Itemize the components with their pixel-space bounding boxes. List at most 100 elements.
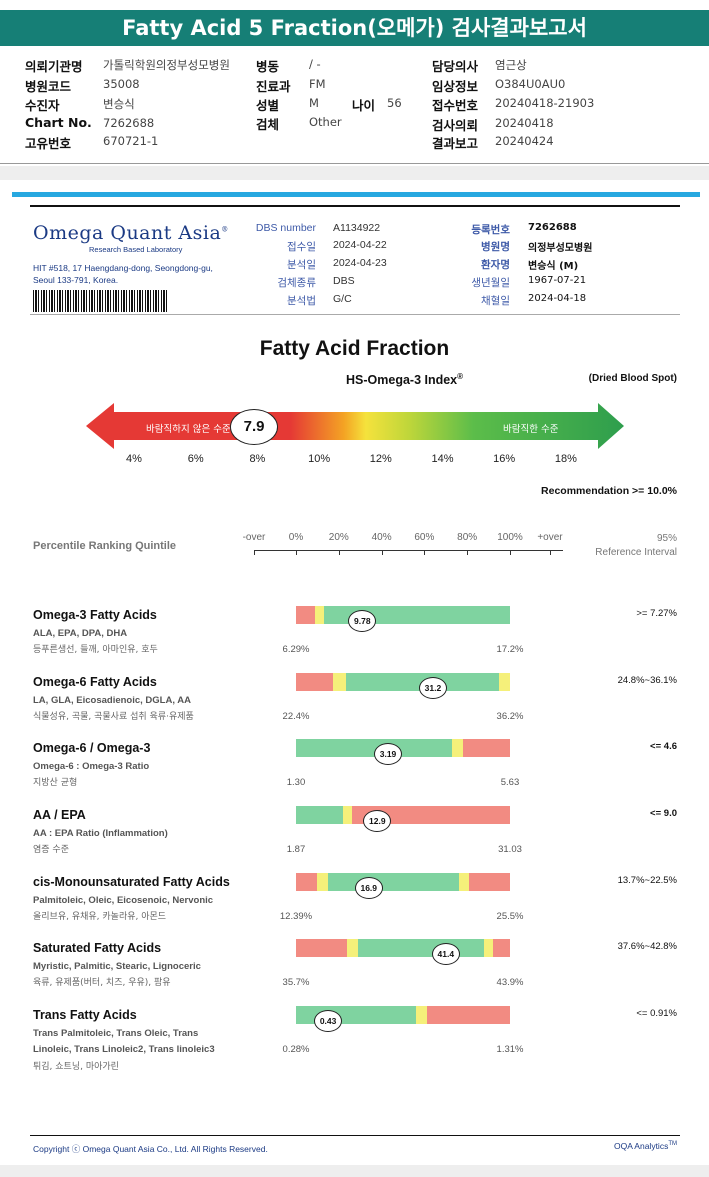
fraction-min: 6.29%: [282, 644, 310, 655]
fraction-bar: [296, 806, 510, 824]
percentile-tick-label: +over: [537, 532, 563, 543]
bar-segment-yellow: [452, 739, 463, 757]
fraction-components: Palmitoleic, Oleic, Eicosenoic, Nervonic: [33, 895, 214, 906]
brand-mark: OQA AnalyticsTM: [614, 1141, 677, 1151]
fraction-name: Trans Fatty Acids: [33, 1008, 137, 1022]
percentile-axis-tick: [510, 550, 511, 555]
index-gradient-arrow: [86, 403, 624, 449]
detail-label: 채혈일: [481, 295, 510, 307]
fraction-food-sources: 염증 수준: [33, 845, 69, 855]
fraction-food-sources: 튀김, 쇼트닝, 마아가린: [33, 1062, 119, 1072]
fraction-value-marker: 16.9: [354, 877, 383, 899]
scale-tick-label: 12%: [369, 453, 392, 465]
percentile-heading: Percentile Ranking Quintile: [33, 540, 177, 552]
fraction-min: 1.30: [286, 777, 306, 788]
bar-segment-yellow: [333, 673, 347, 691]
index-title-mark: ®: [457, 372, 464, 381]
percentile-axis-tick: [338, 550, 340, 555]
code-value: 35008: [103, 77, 140, 91]
fraction-name: Omega-6 Fatty Acids: [33, 675, 157, 689]
top-gray-band: [0, 166, 709, 180]
detail-label: 검체종류: [277, 277, 316, 289]
scale-tick-label: 10%: [308, 453, 331, 465]
brand-text: OQA Analytics: [613, 1141, 669, 1151]
lab-address-line1: HIT #518, 17 Haengdang-dong, Seongdong-g…: [33, 263, 213, 273]
request-label: 검사의뢰: [432, 118, 479, 133]
detail-label: DBS number: [255, 222, 316, 234]
bar-segment-red: [351, 806, 510, 824]
fraction-reference: <= 9.0: [650, 808, 677, 819]
bar-segment-yellow: [347, 939, 359, 957]
fraction-value-marker: 0.43: [314, 1010, 343, 1032]
fraction-name: Omega-6 / Omega-3: [33, 741, 151, 755]
fraction-food-sources: 지방산 균형: [33, 778, 78, 788]
bar-segment-red: [296, 606, 316, 624]
fraction-reference: <= 0.91%: [636, 1008, 677, 1019]
fraction-row: cis-Monounsaturated Fatty Acids Palmitole…: [0, 873, 709, 943]
detail-value: A1134922: [333, 222, 381, 234]
fraction-food-sources: 육류, 유제품(버터, 치즈, 우유), 팜유: [33, 978, 171, 988]
receipt-label: 접수번호: [432, 98, 479, 113]
fraction-max: 1.31%: [496, 1044, 524, 1055]
detail-value: 2024-04-22: [333, 239, 387, 251]
bar-segment-yellow: [484, 939, 493, 957]
percentile-tick-label: 60%: [414, 532, 435, 543]
fraction-row: Trans Fatty Acids Trans Palmitoleic, Tran…: [0, 1006, 709, 1076]
bar-segment-red: [469, 873, 510, 891]
percentile-tick-label: 20%: [328, 532, 349, 543]
index-title-text: HS-Omega-3 Index: [346, 373, 458, 388]
fraction-bar: [296, 673, 510, 691]
detail-label: 환자명: [481, 259, 510, 271]
fraction-value-marker: 12.9: [363, 810, 392, 832]
patient-value: 변승식: [103, 97, 135, 111]
brand-tm: TM: [668, 1141, 677, 1148]
lab-logo: Omega Quant Asia®: [33, 222, 229, 244]
scale-tick-label: 8%: [249, 453, 266, 465]
chart-no-value: 7262688: [103, 116, 155, 130]
request-value: 20240418: [495, 116, 554, 130]
sex-value: M: [309, 96, 319, 110]
fraction-reference: 24.8%~36.1%: [617, 675, 677, 686]
bar-segment-green: [328, 873, 459, 891]
bottom-gray-band: [0, 1165, 709, 1177]
specimen-label: 검체: [256, 117, 280, 132]
hospital-value: 가톨릭학원의정부성모병원: [103, 58, 230, 72]
detail-value: 1967-07-21: [528, 275, 587, 286]
desirable-level-label: 바람직한 수준: [503, 424, 559, 435]
bar-segment-red: [296, 673, 334, 691]
percentile-axis-tick: [296, 550, 297, 555]
percentile-tick-label: 100%: [497, 532, 523, 543]
fraction-name: cis-Monounsaturated Fatty Acids: [33, 875, 230, 889]
bar-segment-green: [296, 739, 453, 757]
index-title: HS-Omega-3 Index®: [346, 372, 463, 387]
lab-tagline: Research Based Laboratory: [89, 245, 183, 254]
detail-label: 분석법: [287, 295, 316, 307]
age-value: 56: [387, 96, 402, 110]
percentile-tick-label: -over: [242, 532, 266, 543]
fraction-max: 43.9%: [496, 977, 524, 988]
unique-id-value: 670721-1: [103, 134, 159, 148]
scale-tick-label: 6%: [187, 453, 204, 465]
fraction-food-sources: 등푸른생선, 들깨, 아마인유, 호두: [33, 645, 158, 655]
fraction-food-sources: 올리브유, 유채유, 카놀라유, 아몬드: [33, 912, 167, 922]
fraction-row: Omega-6 / Omega-3 Omega-6 : Omega-3 Ratio…: [0, 739, 709, 809]
fraction-max: 36.2%: [496, 711, 524, 722]
dept-value: FM: [309, 77, 326, 91]
fraction-value-marker: 31.2: [418, 677, 447, 699]
age-label: 나이: [352, 98, 376, 113]
fraction-bar: [296, 873, 510, 891]
fraction-max: 5.63: [500, 777, 520, 788]
fraction-components: ALA, EPA, DPA, DHA: [33, 628, 128, 639]
bar-segment-yellow: [343, 806, 352, 824]
barcode-image: [33, 290, 169, 312]
detail-value: 7262688: [528, 222, 577, 233]
bar-segment-yellow: [499, 673, 510, 691]
result-label: 결과보고: [432, 136, 479, 151]
bar-segment-yellow: [317, 873, 329, 891]
fraction-value-marker: 41.4: [431, 943, 460, 965]
bar-segment-red: [492, 939, 510, 957]
fraction-components: LA, GLA, Eicosadienoic, DGLA, AA: [33, 695, 191, 706]
fraction-food-sources: 식물성유, 곡물, 곡물사료 섭취 육류·유제품: [33, 712, 194, 722]
percentile-axis-tick: [424, 550, 426, 555]
bar-segment-red: [426, 1006, 510, 1024]
